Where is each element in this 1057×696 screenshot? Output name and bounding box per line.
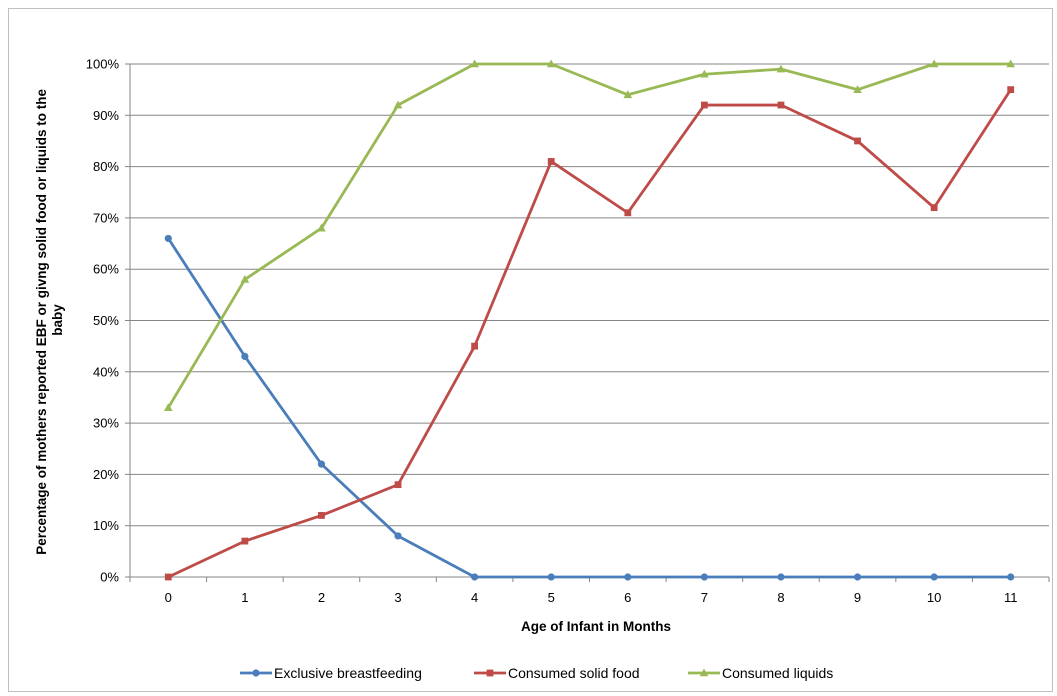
y-axis-title-line-2: baby — [50, 304, 65, 336]
x-tick-labels: 0 1 2 3 4 5 6 7 8 9 10 11 — [165, 590, 1018, 605]
data-point-consumed-liquids — [240, 274, 250, 283]
data-point-consumed-liquids — [163, 403, 173, 412]
series-consumed-solid-food — [164, 86, 1015, 581]
legend-item-consumed-liquids: Consumed liquids — [688, 665, 833, 681]
axes — [125, 63, 1050, 582]
series-line-consumed-solid-food — [167, 88, 1012, 579]
x-tick-label: 9 — [854, 590, 861, 605]
data-point-consumed-solid-food — [777, 101, 785, 109]
x-tick-label: 1 — [241, 590, 248, 605]
x-tick-label: 11 — [1004, 590, 1018, 605]
x-tick-label: 4 — [471, 590, 478, 605]
data-point-consumed-solid-food — [547, 158, 555, 165]
data-point-exclusive-breastfeeding — [317, 460, 326, 468]
data-point-consumed-liquids — [546, 59, 556, 68]
series-line-consumed-liquids — [167, 62, 1011, 409]
y-tick-labels: 0% 10% 20% 30% 40% 50% 60% 70% 80% 90% 100% — [86, 57, 120, 585]
legend-marker — [252, 669, 260, 677]
y-tick-label: 10% — [93, 518, 119, 533]
data-point-consumed-liquids — [470, 59, 479, 68]
series-consumed-liquids — [163, 59, 1016, 412]
data-point-consumed-solid-food — [624, 209, 632, 217]
data-point-exclusive-breastfeeding — [1007, 573, 1015, 581]
series-line-exclusive-breastfeeding — [167, 237, 1011, 579]
y-tick-label: 40% — [93, 364, 119, 379]
x-tick-label: 7 — [701, 590, 708, 605]
x-tick-label: 3 — [394, 590, 401, 605]
gridlines — [130, 63, 1049, 527]
y-tick-label: 80% — [93, 159, 119, 174]
x-tick-label: 5 — [548, 590, 555, 605]
legend-label: Consumed liquids — [722, 665, 833, 681]
legend-marker — [486, 669, 494, 677]
data-point-consumed-liquids — [776, 64, 786, 73]
series-exclusive-breastfeeding — [164, 234, 1015, 581]
y-tick-label: 60% — [93, 262, 119, 277]
series — [163, 59, 1016, 581]
data-point-consumed-solid-food — [394, 481, 402, 489]
data-point-exclusive-breastfeeding — [471, 573, 479, 581]
data-point-exclusive-breastfeeding — [394, 532, 402, 540]
data-point-exclusive-breastfeeding — [241, 352, 249, 361]
data-point-exclusive-breastfeeding — [547, 573, 555, 581]
data-point-exclusive-breastfeeding — [164, 234, 172, 243]
data-point-consumed-liquids — [317, 223, 326, 232]
y-tick-label: 70% — [93, 210, 119, 225]
legend-label: Exclusive breastfeeding — [274, 665, 422, 681]
data-point-consumed-solid-food — [930, 204, 938, 212]
data-point-consumed-solid-food — [471, 342, 479, 350]
data-point-consumed-solid-food — [1007, 86, 1015, 94]
data-point-exclusive-breastfeeding — [930, 573, 938, 581]
x-tick-label: 0 — [165, 590, 172, 605]
x-tick-label: 2 — [318, 590, 325, 605]
x-tick-label: 8 — [777, 590, 784, 605]
data-point-consumed-liquids — [393, 100, 403, 109]
data-point-exclusive-breastfeeding — [853, 573, 862, 581]
y-tick-label: 50% — [93, 313, 119, 328]
legend-marker — [699, 668, 709, 677]
data-point-consumed-liquids — [623, 90, 633, 99]
x-tick-label: 6 — [624, 590, 631, 605]
y-tick-label: 100% — [86, 57, 120, 72]
legend-item-exclusive-breastfeeding: Exclusive breastfeeding — [240, 665, 422, 681]
data-point-consumed-liquids — [700, 69, 709, 78]
y-tick-label: 20% — [93, 467, 119, 482]
data-point-consumed-solid-food — [700, 101, 708, 109]
x-axis-title: Age of Infant in Months — [521, 619, 671, 634]
x-tick-label: 10 — [927, 590, 941, 605]
data-point-exclusive-breastfeeding — [777, 573, 785, 581]
y-axis-title: Percentage of mothers reported EBF or gi… — [34, 85, 65, 555]
data-point-consumed-solid-food — [318, 512, 325, 519]
data-point-consumed-solid-food — [854, 137, 861, 145]
data-point-consumed-solid-food — [241, 537, 249, 545]
legend-item-consumed-solid-food: Consumed solid food — [474, 665, 640, 681]
data-point-consumed-liquids — [929, 59, 939, 68]
data-point-consumed-solid-food — [164, 573, 172, 581]
y-axis-title-line-1: Percentage of mothers reported EBF or gi… — [34, 89, 49, 555]
legend-label: Consumed solid food — [508, 665, 640, 681]
y-tick-label: 0% — [100, 570, 119, 585]
data-point-consumed-liquids — [853, 85, 862, 93]
legend: Exclusive breastfeeding Consumed solid fo… — [240, 665, 833, 681]
y-tick-label: 90% — [93, 108, 119, 123]
data-point-exclusive-breastfeeding — [624, 573, 632, 581]
y-tick-label: 30% — [93, 416, 119, 431]
data-point-consumed-liquids — [1006, 59, 1016, 68]
data-point-exclusive-breastfeeding — [700, 573, 708, 581]
